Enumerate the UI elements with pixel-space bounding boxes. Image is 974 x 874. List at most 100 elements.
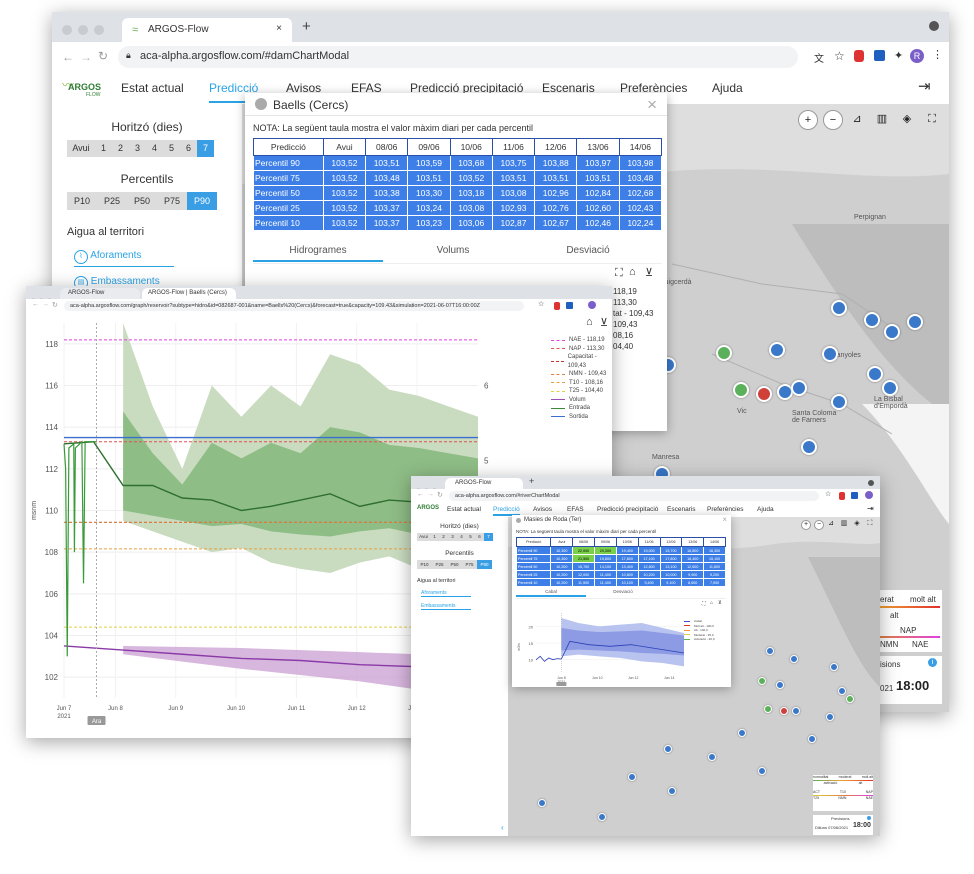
zoom-out-icon[interactable]: − <box>814 520 824 530</box>
map-marker[interactable] <box>758 767 766 775</box>
extension-icon[interactable] <box>566 302 573 309</box>
new-tab-button[interactable]: + <box>302 18 311 35</box>
horizon-option-7[interactable]: 7 <box>484 533 493 541</box>
map-marker[interactable] <box>822 346 838 362</box>
horizon-option-1[interactable]: 1 <box>430 533 439 541</box>
nav-estat-actual[interactable]: Estat actual <box>121 81 184 95</box>
argos-logo[interactable]: ARGOS <box>417 505 440 511</box>
back-icon[interactable]: ← <box>417 491 424 498</box>
percentile-option-p10[interactable]: P10 <box>67 192 97 210</box>
tab-hidrogrames[interactable]: Hidrogrames <box>253 245 383 262</box>
map-marker[interactable] <box>831 300 847 316</box>
percentile-option-p50[interactable]: P50 <box>447 560 462 569</box>
logout-icon[interactable]: ⇥ <box>867 504 874 513</box>
percentile-option-p50[interactable]: P50 <box>127 192 157 210</box>
forward-icon[interactable]: → <box>427 491 434 498</box>
percentile-option-p75[interactable]: P75 <box>462 560 477 569</box>
logout-icon[interactable]: ⇥ <box>918 78 931 95</box>
reset-axes-icon[interactable]: ⊻ <box>645 267 654 279</box>
draw-polygon-icon[interactable]: ⊿ <box>828 520 834 527</box>
nav-escenaris[interactable]: Escenaris <box>667 506 696 513</box>
new-tab-button[interactable]: + <box>529 476 535 486</box>
chrome-menu-icon[interactable] <box>868 480 874 486</box>
puzzle-icon[interactable]: ✦ <box>894 50 904 62</box>
horizon-option-avui[interactable]: Avui <box>417 533 430 541</box>
horizon-option-6[interactable]: 6 <box>180 140 197 157</box>
horizon-option-6[interactable]: 6 <box>475 533 484 541</box>
map-marker[interactable] <box>792 707 800 715</box>
sidebar-link-aforaments[interactable]: ⌇ Aforaments <box>74 250 174 267</box>
percentile-option-p75[interactable]: P75 <box>157 192 187 210</box>
star-icon[interactable]: ☆ <box>538 301 545 308</box>
more-menu-icon[interactable]: ⋮ <box>932 49 943 61</box>
nav-prediccio[interactable]: Predicció <box>493 506 520 516</box>
map-marker[interactable] <box>830 663 838 671</box>
horizon-option-7[interactable]: 7 <box>197 140 214 157</box>
map-marker[interactable] <box>790 655 798 663</box>
map-marker[interactable] <box>668 787 676 795</box>
horizon-option-5[interactable]: 5 <box>466 533 475 541</box>
map-marker[interactable] <box>538 799 546 807</box>
zoom-in-icon[interactable]: + <box>798 110 818 130</box>
fullscreen-icon[interactable]: ⛶ <box>928 113 936 125</box>
home-icon[interactable]: ⌂ <box>710 600 714 606</box>
tab-cabal[interactable]: Cabal <box>516 589 586 597</box>
layers-icon[interactable]: ◈ <box>902 113 912 125</box>
map-marker[interactable] <box>831 394 847 410</box>
expand-icon[interactable]: ⛶ <box>702 601 706 607</box>
nav-efas[interactable]: EFAS <box>351 81 382 95</box>
info-icon[interactable]: i <box>928 658 937 667</box>
avatar[interactable]: R <box>910 49 924 63</box>
horizon-option-2[interactable]: 2 <box>112 140 129 157</box>
tab-desviacio[interactable]: Desviació <box>566 245 610 256</box>
fullscreen-icon[interactable]: ⛶ <box>867 520 873 527</box>
horizon-option-1[interactable]: 1 <box>95 140 112 157</box>
horizon-option-avui[interactable]: Avui <box>67 140 95 157</box>
horizon-option-5[interactable]: 5 <box>163 140 180 157</box>
map-marker[interactable] <box>776 681 784 689</box>
home-icon[interactable]: ⌂ <box>629 266 636 278</box>
map-marker[interactable] <box>884 324 900 340</box>
map-marker[interactable] <box>882 380 898 396</box>
close-modal-icon[interactable]: × <box>647 95 657 114</box>
map-marker[interactable] <box>846 695 854 703</box>
zoom-in-icon[interactable]: + <box>801 520 811 530</box>
map-marker[interactable] <box>708 753 716 761</box>
map-marker[interactable] <box>738 729 746 737</box>
map-marker[interactable] <box>716 345 732 361</box>
url-input[interactable]: 🔒︎ aca-alpha.argosflow.com/#damChartModa… <box>118 46 798 68</box>
map-icon[interactable]: ▥ <box>840 520 848 527</box>
map-marker[interactable] <box>758 677 766 685</box>
map-marker[interactable] <box>756 386 772 402</box>
adblock-icon[interactable] <box>554 302 560 310</box>
back-icon[interactable]: ← <box>32 301 39 308</box>
nav-prediccio-precipitacio[interactable]: Predicció precipitació <box>410 81 524 95</box>
browser-tab[interactable]: ≈ ARGOS-Flow × <box>122 18 292 42</box>
nav-prediccio[interactable]: Predicció <box>209 81 259 103</box>
map-icon[interactable]: ▥ <box>876 113 888 125</box>
percentile-option-p25[interactable]: P25 <box>432 560 447 569</box>
horizon-option-2[interactable]: 2 <box>439 533 448 541</box>
nav-preferencies[interactable]: Preferències <box>707 506 744 513</box>
map-marker[interactable] <box>598 813 606 821</box>
map-marker[interactable] <box>826 713 834 721</box>
nav-avisos[interactable]: Avisos <box>533 506 553 513</box>
horizon-option-4[interactable]: 4 <box>146 140 163 157</box>
nav-escenaris[interactable]: Escenaris <box>542 81 595 95</box>
map-marker[interactable] <box>867 366 883 382</box>
url-input[interactable]: aca-alpha.argosflow.com/#riverChartModal <box>449 491 819 501</box>
extension-icon[interactable] <box>874 50 885 61</box>
browser-tab[interactable]: ARGOS-Flow <box>445 478 523 489</box>
back-icon[interactable]: ← <box>62 50 74 64</box>
nav-prediccio-precipitacio[interactable]: Predicció precipitació <box>597 506 659 513</box>
reload-icon[interactable]: ↻ <box>52 302 58 309</box>
map-marker[interactable] <box>808 735 816 743</box>
collapse-sidebar-icon[interactable]: ‹ <box>501 823 504 832</box>
info-icon[interactable] <box>867 816 871 820</box>
reload-icon[interactable]: ↻ <box>98 49 109 63</box>
map-marker[interactable] <box>791 380 807 396</box>
nav-avisos[interactable]: Avisos <box>286 81 322 95</box>
horizon-option-3[interactable]: 3 <box>448 533 457 541</box>
nav-efas[interactable]: EFAS <box>567 506 584 513</box>
map-marker[interactable] <box>780 707 788 715</box>
